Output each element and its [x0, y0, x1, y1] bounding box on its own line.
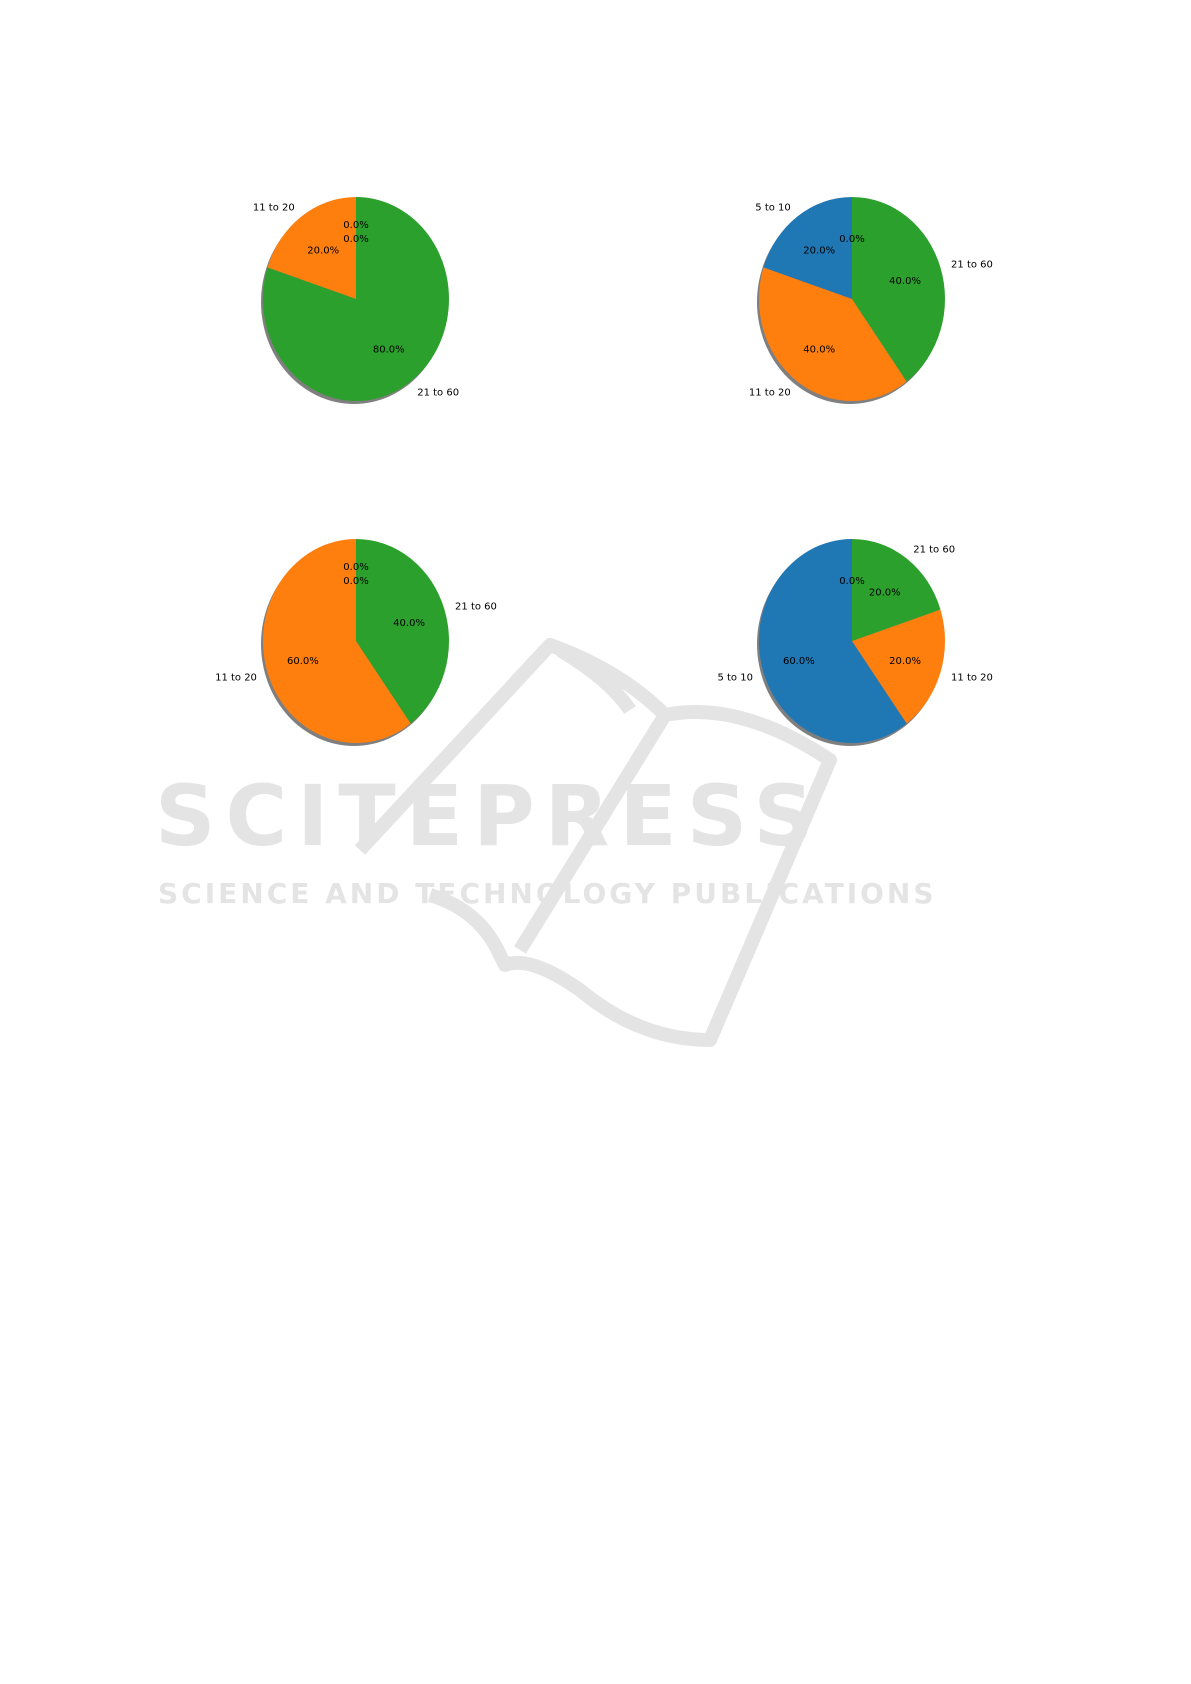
pie-slice-11-to-20 [267, 197, 356, 299]
pie-pct-label: 20.0% [307, 245, 339, 256]
pie-slice-11-to-20 [852, 609, 946, 724]
pie-slice-21-to-60 [356, 539, 449, 724]
pie-pct-label: 0.0% [343, 576, 368, 587]
pie-pct-label: 60.0% [287, 656, 319, 667]
pie-category-label: 11 to 20 [951, 672, 993, 683]
pie-pct-label: 40.0% [889, 276, 921, 287]
pie-category-label: 5 to 10 [717, 672, 752, 683]
pie-chart-4: 0.0% 60.0% 5 to 10 20.0% 11 to 20 20.0% 21 to … [717, 539, 993, 746]
pie-pct-label: 0.0% [343, 234, 368, 245]
pie-chart-1: 0.0% 0.0% 20.0% 11 to 20 80.0% 21 to 60 [253, 197, 459, 404]
pie-category-label: 11 to 20 [253, 203, 295, 214]
pie-category-label: 5 to 10 [755, 203, 790, 214]
pie-pct-label: 0.0% [343, 220, 368, 231]
pie-slice-21-to-60 [263, 197, 450, 401]
pie-slice-11-to-20 [263, 539, 411, 744]
pie-slice-5-to-10 [759, 539, 907, 744]
pie-category-label: 21 to 60 [951, 260, 993, 271]
pie-pct-label: 80.0% [373, 345, 405, 356]
pie-pct-label: 0.0% [343, 562, 368, 573]
pie-slice-5-to-10 [763, 197, 852, 299]
pie-category-label: 21 to 60 [913, 545, 955, 556]
pie-pct-label: 40.0% [803, 345, 835, 356]
pie-slice-21-to-60 [852, 197, 946, 382]
pie-pct-label: 40.0% [393, 618, 425, 629]
pie-pct-label: 60.0% [783, 656, 815, 667]
pie-category-label: 11 to 20 [215, 672, 257, 683]
pie-slice-21-to-60 [852, 539, 941, 641]
pie-category-label: 21 to 60 [417, 387, 459, 398]
pie-slice-11-to-20 [758, 267, 907, 402]
pie-pct-label: 20.0% [869, 587, 901, 598]
pie-chart-3: 0.0% 0.0% 60.0% 11 to 20 40.0% 21 to 60 [215, 539, 497, 746]
pie-pct-label: 0.0% [839, 234, 864, 245]
pie-pct-label: 20.0% [889, 656, 921, 667]
pie-pct-label: 0.0% [839, 576, 864, 587]
pie-category-label: 11 to 20 [749, 387, 791, 398]
pie-category-label: 21 to 60 [455, 602, 497, 613]
pie-chart-2: 0.0% 20.0% 5 to 10 40.0% 11 to 20 40.0% 21 to … [749, 197, 993, 404]
pie-pct-label: 20.0% [803, 245, 835, 256]
